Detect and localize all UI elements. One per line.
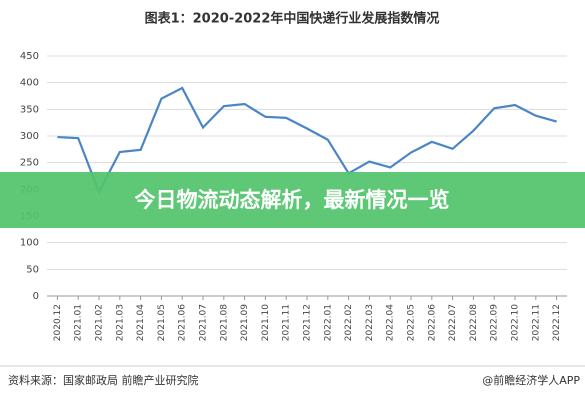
- source: 资料来源：国家邮政局 前瞻产业研究院: [8, 373, 199, 387]
- banner-band: [0, 172, 585, 228]
- banner-text: 今日物流动态解析，最新情况一览: [135, 188, 450, 212]
- x-tick-label: 2022.01: [323, 304, 333, 341]
- x-tick-label: 2022.12: [552, 304, 562, 341]
- credit: @前瞻经济学人APP: [482, 373, 580, 387]
- x-tick-label: 2021.11: [282, 304, 292, 341]
- x-tick-label: 2021.06: [178, 304, 188, 341]
- x-tick-label: 2021.01: [74, 304, 84, 341]
- x-tick-label: 2022.07: [448, 304, 458, 341]
- x-tick-label: 2022.10: [511, 304, 521, 341]
- x-tick-label: 2022.04: [386, 304, 396, 341]
- x-tick-label: 2021.03: [115, 304, 125, 341]
- x-tick-label: 2021.12: [303, 304, 313, 341]
- x-tick-label: 2021.08: [219, 304, 229, 341]
- y-tick-label: 100: [20, 238, 39, 249]
- y-tick-label: 400: [20, 78, 39, 89]
- x-tick-label: 2021.02: [95, 304, 105, 341]
- y-tick-label: 350: [20, 104, 39, 115]
- x-tick-label: 2021.09: [240, 304, 250, 341]
- chart-title: 图表1：2020-2022年中国快递行业发展指数情况: [145, 11, 440, 27]
- x-tick-label: 2022.03: [365, 304, 375, 341]
- x-tick-label: 2021.04: [136, 304, 146, 341]
- x-tick-label: 2021.10: [261, 304, 271, 341]
- x-tick-label: 2021.05: [157, 304, 167, 341]
- y-tick-label: 0: [33, 291, 39, 302]
- y-tick-label: 50: [26, 264, 39, 275]
- x-tick-label: 2022.11: [531, 304, 541, 341]
- x-tick-label: 2022.09: [490, 304, 500, 341]
- x-tick-label: 2022.05: [407, 304, 417, 341]
- x-tick-label: 2022.08: [469, 304, 479, 341]
- y-tick-label: 250: [20, 158, 39, 169]
- y-tick-label: 300: [20, 131, 39, 142]
- y-tick-label: 450: [20, 51, 39, 62]
- x-tick-label: 2020.12: [53, 304, 63, 341]
- x-tick-label: 2022.06: [427, 304, 437, 341]
- x-tick-label: 2022.02: [344, 304, 354, 341]
- x-tick-label: 2021.07: [199, 304, 209, 341]
- data-line: [57, 86, 557, 195]
